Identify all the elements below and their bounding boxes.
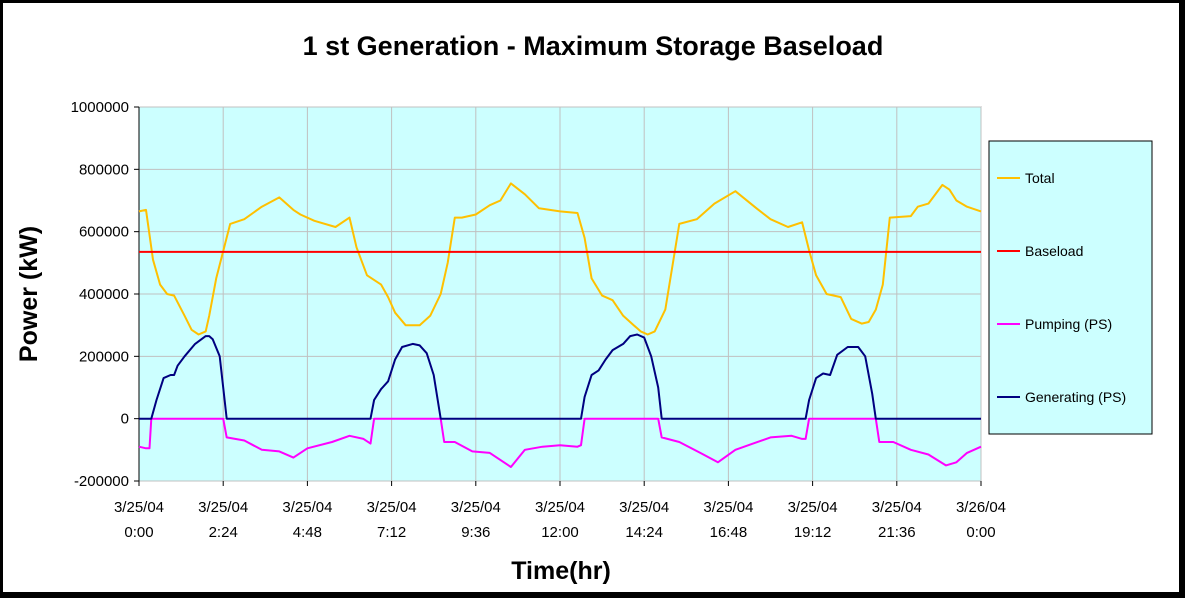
x-tick-label-time: 12:00 bbox=[541, 524, 579, 541]
x-axis-title: Time(hr) bbox=[511, 557, 611, 585]
chart-svg: 1 st Generation - Maximum Storage Baselo… bbox=[15, 31, 1153, 585]
x-tick-label-date: 3/26/04 bbox=[956, 499, 1006, 516]
series-line-total bbox=[138, 182, 982, 336]
y-tick-label: 600000 bbox=[79, 224, 129, 241]
x-tick-label-date: 3/25/04 bbox=[872, 499, 922, 516]
series-layer bbox=[138, 182, 982, 468]
legend-box bbox=[988, 140, 1153, 435]
legend-label-pumping-ps: Pumping (PS) bbox=[1025, 316, 1112, 332]
x-tick-label-date: 3/25/04 bbox=[198, 499, 248, 516]
x-tick-label-date: 3/25/04 bbox=[367, 499, 417, 516]
x-tick-label-date: 3/25/04 bbox=[114, 499, 164, 516]
x-tick-label-time: 9:36 bbox=[461, 524, 490, 541]
x-tick-label-time: 0:00 bbox=[124, 524, 153, 541]
y-tick-label: 800000 bbox=[79, 161, 129, 178]
x-tick-label-time: 14:24 bbox=[625, 524, 663, 541]
y-tick-label: 200000 bbox=[79, 348, 129, 365]
x-tick-label-time: 4:48 bbox=[293, 524, 322, 541]
legend-label-total: Total bbox=[1025, 170, 1055, 186]
y-tick-label: -200000 bbox=[74, 473, 129, 490]
y-axis-ticks: -200000 0 200000 400000 600000 800000 1000000 bbox=[71, 99, 140, 490]
y-tick-label: 400000 bbox=[79, 286, 129, 303]
series-line-generating-ps bbox=[139, 333, 981, 420]
y-tick-label: 1000000 bbox=[71, 99, 129, 116]
x-axis-ticks: 3/25/04 0:00 3/25/04 2:24 3/25/04 4:48 3/25/04… bbox=[114, 481, 1006, 541]
x-tick-label-time: 16:48 bbox=[710, 524, 748, 541]
y-axis-title: Power (kW) bbox=[15, 226, 43, 362]
x-tick-label-date: 3/25/04 bbox=[535, 499, 585, 516]
chart-frame: 1 st Generation - Maximum Storage Baselo… bbox=[3, 3, 1179, 592]
x-tick-label-date: 3/25/04 bbox=[282, 499, 332, 516]
x-tick-label-date: 3/25/04 bbox=[451, 499, 501, 516]
chart-title: 1 st Generation - Maximum Storage Baselo… bbox=[303, 31, 884, 61]
x-tick-label-time: 21:36 bbox=[878, 524, 916, 541]
legend-label-baseload: Baseload bbox=[1025, 243, 1083, 259]
legend-label-generating-ps: Generating (PS) bbox=[1025, 389, 1126, 405]
y-tick-label: 0 bbox=[121, 411, 129, 428]
x-tick-label-time: 7:12 bbox=[377, 524, 406, 541]
x-tick-label-time: 19:12 bbox=[794, 524, 832, 541]
x-tick-label-date: 3/25/04 bbox=[619, 499, 669, 516]
x-tick-label-date: 3/25/04 bbox=[788, 499, 838, 516]
x-tick-label-time: 2:24 bbox=[209, 524, 238, 541]
x-tick-label-date: 3/25/04 bbox=[703, 499, 753, 516]
x-tick-label-time: 0:00 bbox=[966, 524, 995, 541]
legend: Total Baseload Pumping (PS) Generating (PS) bbox=[988, 140, 1153, 435]
